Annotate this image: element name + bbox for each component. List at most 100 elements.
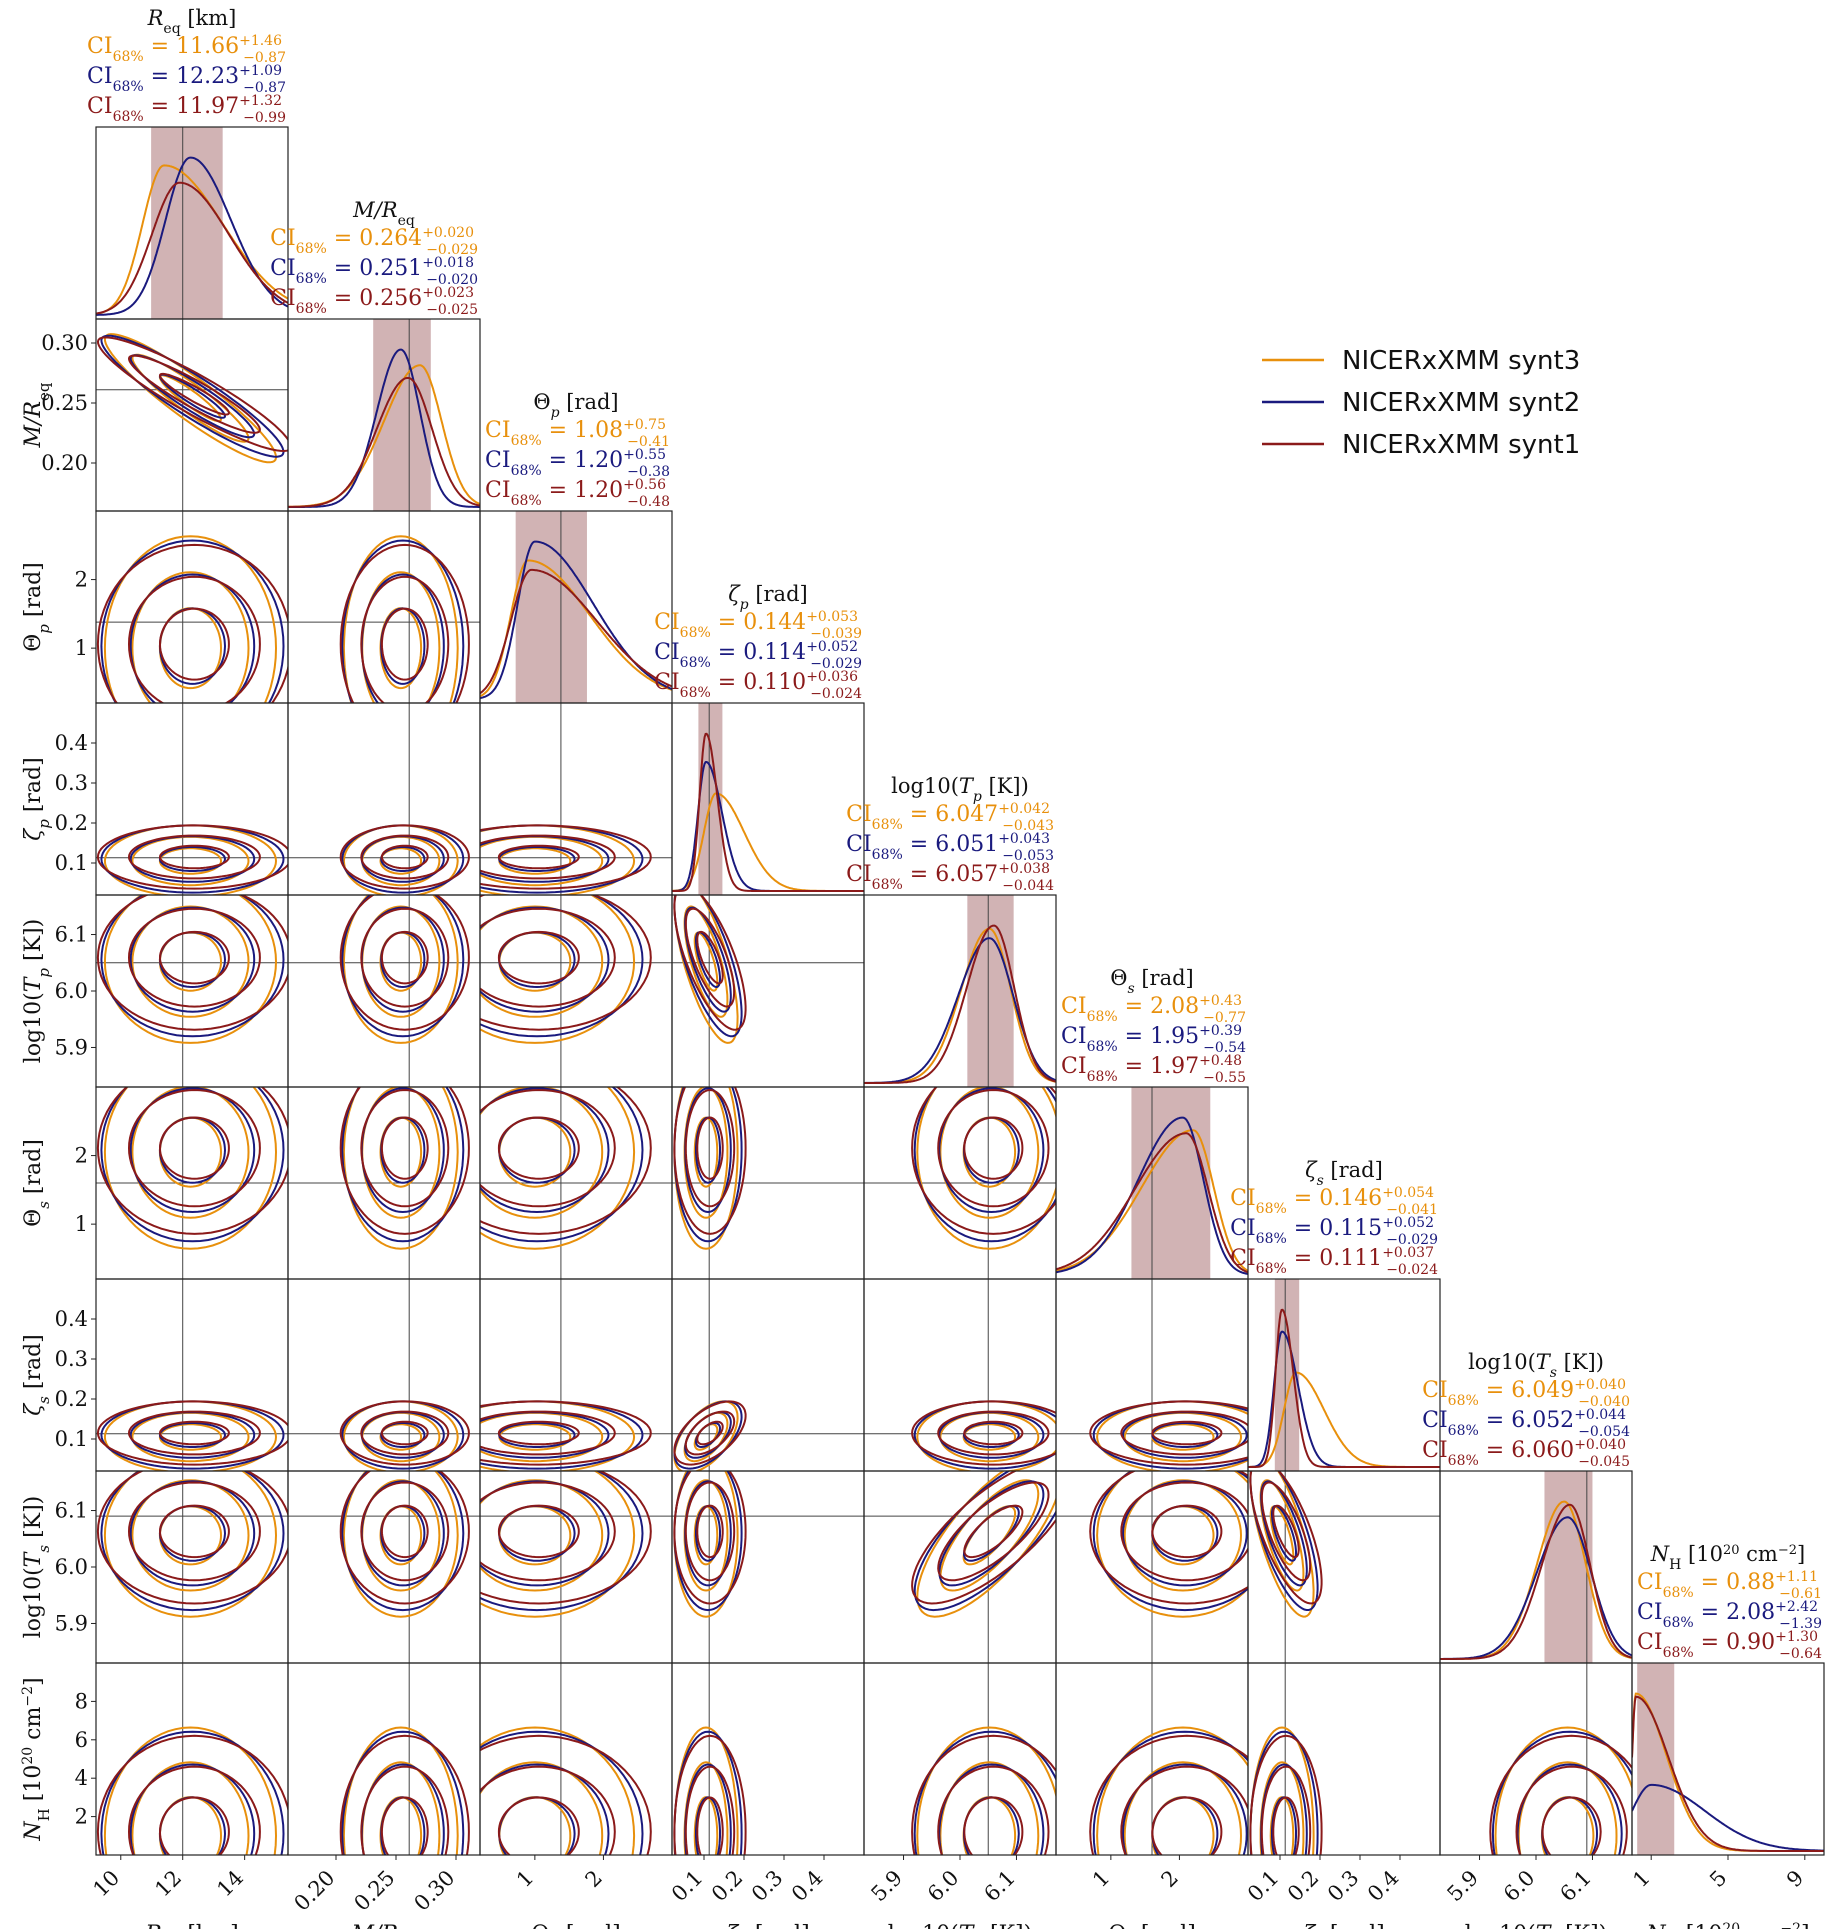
svg-text:−0.64: −0.64	[1779, 1646, 1822, 1662]
y-tick-label: 4	[75, 1766, 88, 1790]
contour-synt2	[913, 1730, 1056, 1855]
panel-frame	[863, 1662, 1057, 1856]
marginal-curve-synt2	[1440, 1516, 1632, 1660]
x-tick-label: 1	[1088, 1866, 1114, 1892]
y-axis-label-ths: Θs [rad]	[21, 1139, 53, 1227]
marginal-curve-synt3	[864, 927, 1056, 1084]
contour-synt1	[127, 1481, 261, 1582]
marginal-NH	[1631, 1662, 1825, 1856]
y-tick-label: 1	[75, 1212, 88, 1236]
ci-label-synt3: CI68% = 2.08+0.43−0.77	[1061, 993, 1246, 1026]
svg-text:−0.020: −0.020	[426, 272, 478, 288]
y-tick-label: 6.0	[55, 1555, 88, 1579]
svg-text:CI68% = 12.23+1.09: CI68% = 12.23+1.09	[87, 63, 282, 95]
contour-synt1	[380, 844, 429, 870]
joint-ths-NH	[1055, 1662, 1249, 1856]
y-tick-label: 0.30	[41, 331, 88, 355]
contour-synt1	[480, 1481, 616, 1582]
contour-synt3	[480, 1471, 636, 1618]
joint-MR-ths	[287, 1086, 481, 1280]
contour-synt1	[1272, 1796, 1300, 1855]
svg-text:CI68% = 0.256+0.023: CI68% = 0.256+0.023	[270, 285, 474, 317]
svg-text:−0.87: −0.87	[243, 50, 286, 66]
y-axis-label-Ts: log10(Ts [K])	[21, 1496, 53, 1639]
contour-synt2	[673, 1471, 743, 1612]
contour-synt2	[938, 1763, 1045, 1855]
ci-label-synt2: CI68% = 1.95+0.39−0.54	[1061, 1023, 1246, 1056]
contour-synt1	[480, 1088, 616, 1208]
contour-synt1	[937, 1410, 1050, 1456]
marginal-title-NH: NH [1020 cm−2]	[1650, 1542, 1805, 1573]
panel-frame	[671, 1662, 865, 1856]
contour-synt2	[129, 835, 256, 883]
marginal-title-zs: ζs [rad]	[1305, 1158, 1383, 1189]
contour-synt1	[497, 1116, 580, 1180]
contour-synt1	[480, 834, 616, 880]
x-axis-label-Tp: log10(Tp [K])	[888, 1922, 1032, 1929]
y-tick-label: 2	[75, 1805, 88, 1829]
marginal-title-thp: Θp [rad]	[533, 390, 618, 421]
contour-synt1	[911, 1400, 1056, 1466]
contour-synt1	[360, 1410, 450, 1456]
joint-MR-zp	[287, 702, 481, 896]
joint-Req-MR	[95, 318, 289, 512]
contour-synt1	[127, 1765, 261, 1855]
joint-ths-Ts	[1055, 1470, 1249, 1664]
svg-text:CI68% = 6.052+0.044: CI68% = 6.052+0.044	[1422, 1407, 1626, 1439]
y-tick-label: 0.25	[41, 391, 88, 415]
marginal-ths	[1055, 1086, 1249, 1280]
svg-text:−1.39: −1.39	[1779, 1616, 1822, 1632]
contour-synt2	[360, 1087, 445, 1214]
svg-text:CI68% = 1.08+0.75: CI68% = 1.08+0.75	[485, 417, 666, 449]
y-tick-label: 0.1	[55, 851, 88, 875]
svg-text:CI68% = 0.114+0.052: CI68% = 0.114+0.052	[654, 639, 858, 671]
contour-synt3	[103, 535, 278, 703]
svg-text:−0.87: −0.87	[243, 80, 286, 96]
contour-synt1	[480, 1087, 652, 1235]
contour-synt1	[963, 1504, 1024, 1559]
svg-text:−0.55: −0.55	[1203, 1070, 1246, 1086]
ci-label-synt3: CI68% = 1.08+0.75−0.41	[485, 417, 670, 450]
contour-synt1	[1151, 1796, 1223, 1855]
marginal-curve-synt1	[864, 924, 1056, 1084]
contour-synt1	[1120, 1481, 1248, 1582]
contour-synt3	[1151, 1423, 1215, 1451]
y-tick-label: 5.9	[55, 1035, 88, 1059]
svg-text:CI68% = 1.20+0.55: CI68% = 1.20+0.55	[485, 447, 666, 479]
contour-synt1	[963, 1420, 1024, 1446]
contour-synt1	[96, 1734, 288, 1855]
contour-synt1	[684, 907, 736, 1008]
contour-synt3	[1123, 1479, 1243, 1592]
panel-frame	[479, 894, 673, 1088]
contour-synt2	[360, 1480, 445, 1587]
joint-MR-thp	[287, 510, 481, 704]
marginal-curve-synt2	[1632, 1783, 1824, 1852]
joint-Tp-NH	[863, 1662, 1057, 1856]
contour-synt1	[480, 1400, 652, 1466]
contour-synt2	[1249, 1730, 1319, 1855]
contour-synt1	[696, 1420, 724, 1446]
svg-text:CI68% = 6.051+0.043: CI68% = 6.051+0.043	[846, 831, 1050, 863]
x-tick-label: 9	[1782, 1866, 1808, 1892]
contour-synt2	[360, 573, 445, 703]
y-tick-label: 6.0	[55, 979, 88, 1003]
contour-synt2	[938, 1411, 1045, 1459]
x-tick-label: 0.4	[1363, 1866, 1404, 1907]
joint-MR-Tp	[287, 894, 481, 1088]
contour-synt3	[683, 1479, 729, 1592]
contour-synt3	[693, 1796, 719, 1855]
contour-synt3	[480, 905, 604, 1018]
ci-label-synt3: CI68% = 0.264+0.020−0.029	[270, 225, 478, 258]
svg-text:−0.61: −0.61	[1779, 1586, 1822, 1602]
joint-Ts-NH	[1439, 1662, 1633, 1856]
x-axis-label-ths: Θs [rad]	[1108, 1922, 1196, 1929]
joint-zp-zs	[671, 1278, 865, 1472]
svg-text:−0.044: −0.044	[1002, 878, 1054, 894]
svg-text:CI68% = 2.08+0.43: CI68% = 2.08+0.43	[1061, 993, 1242, 1025]
marginal-title-MR: M/Req	[352, 198, 415, 229]
y-tick-label: 6	[75, 1728, 88, 1752]
contour-synt1	[127, 1410, 261, 1456]
joint-Tp-Ts	[863, 1470, 1057, 1664]
contour-synt1	[696, 1504, 724, 1559]
contour-synt1	[673, 1734, 747, 1855]
